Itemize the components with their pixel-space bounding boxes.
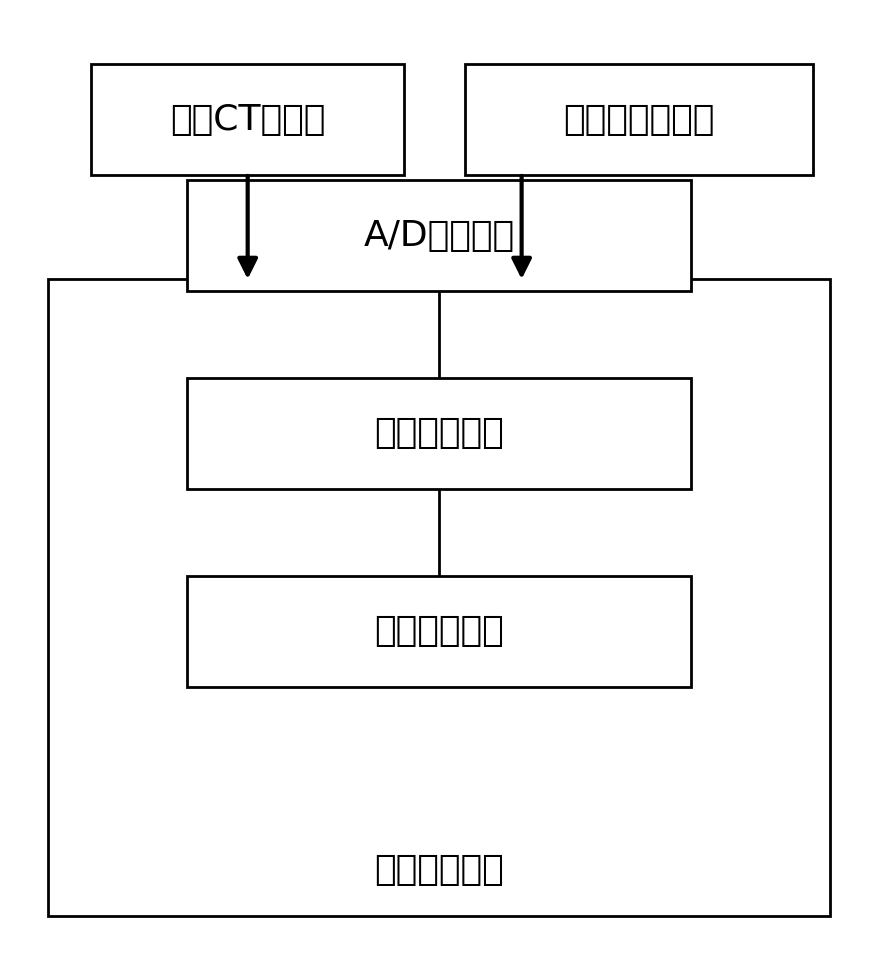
Bar — [187, 180, 690, 291]
Bar — [187, 378, 690, 488]
Bar — [47, 279, 830, 916]
Text: 运行电流互感器: 运行电流互感器 — [563, 103, 714, 137]
Text: A/D采样单元: A/D采样单元 — [363, 219, 514, 253]
Text: 工频CT互感器: 工频CT互感器 — [170, 103, 325, 137]
Text: 数据分析单元: 数据分析单元 — [374, 416, 503, 450]
Text: 数据存储单元: 数据存储单元 — [374, 614, 503, 648]
Bar — [91, 64, 403, 175]
Text: 现场监测单元: 现场监测单元 — [374, 853, 503, 886]
Bar — [465, 64, 812, 175]
Bar — [187, 576, 690, 687]
